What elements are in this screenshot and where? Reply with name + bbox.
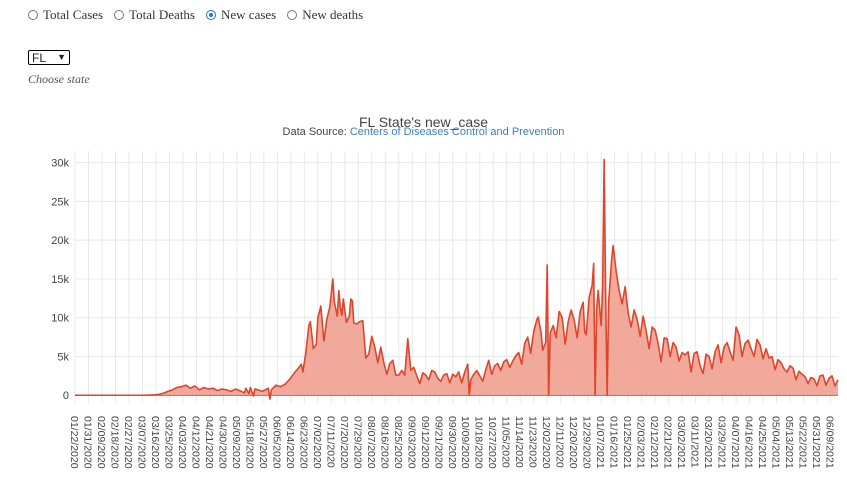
x-tick-label: 06/14/2020 bbox=[284, 416, 296, 469]
x-tick-label: 04/03/2020 bbox=[176, 416, 188, 469]
x-tick-label: 04/12/2020 bbox=[189, 416, 201, 469]
radio-label: New deaths bbox=[302, 7, 364, 22]
radio-new-cases[interactable]: New cases bbox=[206, 7, 276, 23]
x-tick-label: 07/20/2020 bbox=[338, 416, 350, 469]
x-tick-label: 02/03/2021 bbox=[635, 416, 647, 469]
y-tick-label: 20k bbox=[51, 235, 69, 247]
x-tick-label: 03/02/2021 bbox=[675, 416, 687, 469]
x-tick-label: 04/21/2020 bbox=[203, 416, 215, 469]
x-tick-label: 12/20/2020 bbox=[567, 416, 579, 469]
radio-label: Total Cases bbox=[43, 7, 104, 22]
x-tick-label: 04/16/2021 bbox=[743, 416, 755, 469]
x-tick-label: 11/23/2020 bbox=[527, 416, 539, 468]
x-tick-label: 01/25/2021 bbox=[621, 416, 633, 469]
x-tick-label: 05/04/2021 bbox=[770, 416, 782, 469]
x-tick-label: 01/22/2020 bbox=[68, 416, 80, 469]
x-tick-label: 02/12/2021 bbox=[648, 416, 660, 469]
y-tick-label: 25k bbox=[51, 196, 69, 208]
x-tick-label: 11/05/2020 bbox=[500, 416, 512, 468]
x-tick-label: 04/30/2020 bbox=[216, 416, 228, 469]
x-tick-label: 05/22/2021 bbox=[797, 416, 809, 469]
x-tick-label: 01/07/2021 bbox=[594, 416, 606, 469]
y-tick-label: 0 bbox=[63, 390, 69, 402]
x-tick-label: 06/09/2021 bbox=[824, 416, 836, 469]
x-tick-label: 01/16/2021 bbox=[608, 416, 620, 469]
state-select-value: FL bbox=[32, 50, 47, 65]
x-tick-label: 10/09/2020 bbox=[459, 416, 471, 469]
radio-button-icon[interactable] bbox=[28, 10, 38, 20]
x-tick-label: 08/07/2020 bbox=[365, 416, 377, 469]
x-tick-label: 03/16/2020 bbox=[149, 416, 161, 469]
x-tick-label: 08/16/2020 bbox=[378, 416, 390, 469]
x-tick-label: 02/18/2020 bbox=[108, 416, 120, 469]
x-tick-label: 04/25/2021 bbox=[756, 416, 768, 469]
x-tick-label: 06/05/2020 bbox=[270, 416, 282, 469]
x-tick-label: 11/14/2020 bbox=[513, 416, 525, 468]
x-tick-label: 09/12/2020 bbox=[419, 416, 431, 469]
x-tick-label: 10/27/2020 bbox=[486, 416, 498, 469]
x-tick-label: 05/09/2020 bbox=[230, 416, 242, 469]
x-tick-label: 07/02/2020 bbox=[311, 416, 323, 469]
data-source-link[interactable]: Centers of Diseases Control and Preventi… bbox=[349, 126, 565, 138]
radio-button-checked-icon[interactable] bbox=[206, 10, 216, 20]
x-tick-label: 02/21/2021 bbox=[662, 416, 674, 469]
x-tick-label: 03/07/2020 bbox=[135, 416, 147, 469]
x-tick-label: 12/02/2020 bbox=[540, 416, 552, 469]
radio-label: Total Deaths bbox=[129, 7, 195, 22]
x-tick-label: 03/20/2021 bbox=[702, 416, 714, 469]
x-tick-label: 09/30/2020 bbox=[446, 416, 458, 469]
x-tick-label: 02/27/2020 bbox=[122, 416, 134, 469]
y-tick-label: 10k bbox=[51, 313, 69, 325]
x-tick-label: 09/03/2020 bbox=[405, 416, 417, 469]
x-tick-label: 02/09/2020 bbox=[95, 416, 107, 469]
x-tick-label: 07/29/2020 bbox=[351, 416, 363, 469]
radio-total-cases[interactable]: Total Cases bbox=[28, 7, 103, 23]
x-tick-label: 04/07/2021 bbox=[729, 416, 741, 469]
x-tick-label: 12/11/2020 bbox=[554, 416, 566, 468]
series-line bbox=[75, 158, 839, 400]
chevron-down-icon: ▼ bbox=[57, 52, 66, 62]
data-source-prefix: Data Source: bbox=[282, 126, 350, 138]
x-tick-label: 05/27/2020 bbox=[257, 416, 269, 469]
x-tick-label: 09/21/2020 bbox=[432, 416, 444, 469]
x-tick-label: 03/25/2020 bbox=[162, 416, 174, 469]
x-tick-label: 08/25/2020 bbox=[392, 416, 404, 469]
metric-radio-group: Total Cases Total Deaths New cases New d… bbox=[28, 6, 374, 24]
y-tick-label: 15k bbox=[51, 274, 69, 286]
x-tick-label: 12/29/2020 bbox=[581, 416, 593, 469]
radio-total-deaths[interactable]: Total Deaths bbox=[114, 7, 195, 23]
chart-title: FL State's new_case bbox=[358, 114, 488, 130]
radio-button-icon[interactable] bbox=[114, 10, 125, 20]
x-tick-label: 06/23/2020 bbox=[297, 416, 309, 469]
x-tick-label: 05/31/2021 bbox=[810, 416, 822, 469]
y-tick-label: 5k bbox=[57, 351, 69, 363]
radio-label: New cases bbox=[221, 7, 277, 22]
x-tick-label: 05/13/2021 bbox=[783, 416, 795, 469]
radio-button-icon[interactable] bbox=[287, 10, 298, 20]
choose-state-label: Choose state bbox=[28, 72, 90, 86]
chart-subtitle: Data Source: Centers of Diseases Control… bbox=[0, 126, 847, 138]
x-tick-label: 07/11/2020 bbox=[324, 416, 336, 468]
x-tick-label: 05/18/2020 bbox=[243, 416, 255, 469]
x-tick-label: 03/11/2021 bbox=[689, 416, 701, 468]
x-tick-label: 03/29/2021 bbox=[716, 416, 728, 469]
y-tick-label: 30k bbox=[51, 158, 69, 170]
x-tick-label: 01/31/2020 bbox=[81, 416, 93, 469]
radio-new-deaths[interactable]: New deaths bbox=[287, 7, 363, 23]
state-select[interactable]: FL ▼ bbox=[28, 50, 70, 65]
x-tick-label: 10/18/2020 bbox=[473, 416, 485, 469]
